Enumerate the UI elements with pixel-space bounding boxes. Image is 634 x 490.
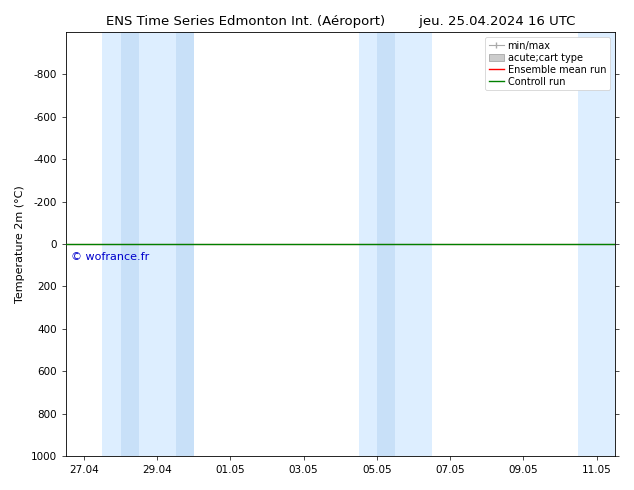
Bar [120, 32, 139, 456]
Bar [395, 32, 432, 456]
Bar [359, 32, 377, 456]
Title: ENS Time Series Edmonton Int. (Aéroport)        jeu. 25.04.2024 16 UTC: ENS Time Series Edmonton Int. (Aéroport)… [106, 15, 575, 28]
Bar [578, 32, 615, 456]
Bar [102, 32, 120, 456]
Legend: min/max, acute;cart type, Ensemble mean run, Controll run: min/max, acute;cart type, Ensemble mean … [485, 37, 610, 91]
Bar [176, 32, 194, 456]
Text: © wofrance.fr: © wofrance.fr [71, 252, 150, 263]
Y-axis label: Temperature 2m (°C): Temperature 2m (°C) [15, 185, 25, 303]
Bar [377, 32, 395, 456]
Bar [139, 32, 176, 456]
